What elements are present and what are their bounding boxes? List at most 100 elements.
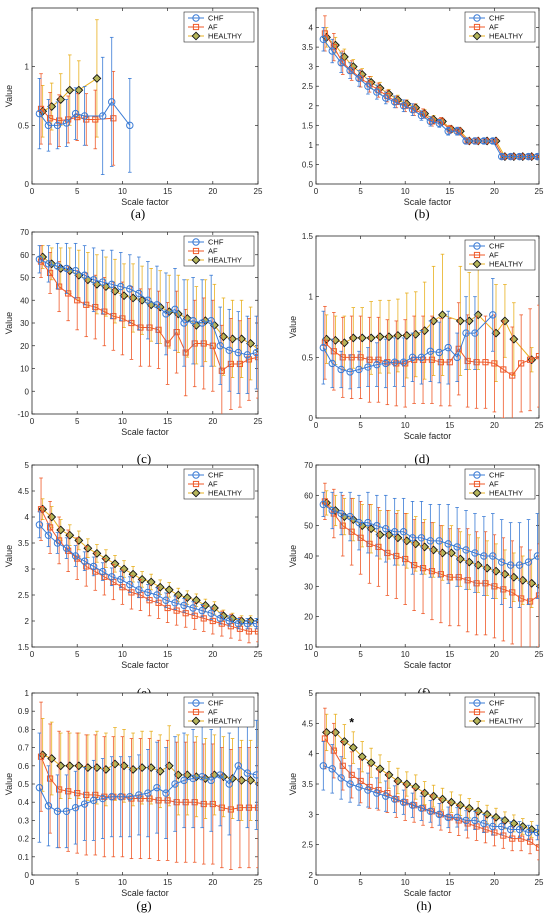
data-point: [200, 340, 207, 347]
data-point: [319, 35, 328, 43]
legend-marker-af: [473, 251, 481, 259]
series-line: [323, 504, 538, 566]
data-point: [98, 278, 107, 286]
data-point: [382, 525, 390, 533]
data-point: [382, 94, 390, 102]
data-point: [117, 793, 125, 801]
legend-marker-af: [473, 23, 481, 31]
y-tick-label: 2: [309, 871, 314, 880]
x-tick-label: 10: [118, 417, 127, 426]
data-point: [44, 121, 53, 130]
data-point: [518, 835, 525, 842]
y-tick-label: 2: [25, 617, 30, 626]
data-point: [180, 601, 188, 610]
data-point: [533, 828, 539, 837]
data-point: [489, 311, 497, 319]
series-chf: [35, 36, 134, 176]
data-point: [189, 774, 197, 783]
data-point: [117, 282, 125, 291]
data-point: [245, 356, 253, 363]
legend-marker-chf: [192, 14, 200, 22]
y-tick-label: 0: [25, 180, 30, 189]
data-point: [491, 583, 498, 590]
data-point: [322, 334, 331, 344]
data-point: [524, 828, 533, 837]
data-point: [182, 349, 189, 356]
x-axis-label: Scale factor: [121, 888, 169, 898]
y-tick-label: 5: [309, 689, 314, 698]
x-tick-label: 25: [535, 650, 544, 659]
x-tick-label: 15: [445, 878, 454, 887]
legend-entry: HEALTHY: [489, 489, 523, 498]
panel-label: (c): [137, 451, 151, 466]
legend-marker-chf: [473, 242, 481, 250]
data-point: [419, 356, 427, 363]
x-tick-label: 15: [163, 187, 172, 196]
legend-entry: AF: [489, 708, 499, 717]
data-point: [330, 44, 337, 51]
data-point: [364, 82, 372, 90]
panel-label: (g): [136, 898, 151, 913]
data-point: [426, 807, 435, 815]
data-point: [346, 66, 354, 75]
data-point: [482, 359, 489, 366]
data-point: [498, 152, 506, 161]
legend-marker-chf: [473, 699, 481, 707]
data-point: [255, 781, 258, 787]
data-point: [83, 791, 90, 799]
data-point: [426, 347, 435, 355]
legend-marker-healthy: [472, 31, 482, 41]
data-point: [435, 810, 443, 819]
data-point: [330, 348, 337, 355]
data-point: [101, 793, 108, 800]
data-point: [53, 807, 62, 815]
data-point: [417, 534, 426, 542]
data-point: [182, 593, 192, 603]
data-point: [182, 799, 189, 806]
y-tick-label: 3: [25, 565, 30, 574]
data-point: [162, 596, 170, 604]
data-point: [518, 360, 525, 367]
x-axis-label: Scale factor: [121, 660, 169, 670]
data-point: [444, 813, 452, 822]
x-tick-label: 5: [358, 650, 363, 659]
legend-marker-af: [192, 23, 200, 31]
data-point: [65, 788, 72, 795]
data-point: [44, 260, 53, 268]
x-tick-label: 25: [535, 187, 544, 196]
data-point: [246, 775, 256, 785]
data-point: [417, 353, 426, 362]
x-tick-label: 10: [401, 421, 410, 430]
x-tick-label: 15: [163, 650, 172, 659]
data-point: [535, 592, 539, 599]
data-point: [135, 791, 143, 799]
y-tick-label: 1: [25, 63, 30, 72]
data-point: [92, 73, 102, 83]
data-point: [234, 348, 242, 357]
data-point: [393, 552, 400, 560]
data-point: [366, 333, 376, 343]
data-point: [482, 826, 489, 833]
data-point: [225, 617, 233, 625]
y-tick-label: 4.5: [302, 719, 314, 728]
panel-label: (a): [131, 206, 145, 221]
x-tick-label: 15: [445, 187, 454, 196]
data-point: [108, 98, 116, 106]
series-line: [39, 524, 257, 625]
panel-e: 0 5 10 15 20 25 1.5 2 2.5 3 3.5 4 4.5 5 Scale factor Va…: [4, 461, 263, 700]
y-tick-label: 3: [309, 810, 314, 819]
data-point: [357, 752, 367, 762]
data-point: [46, 775, 54, 782]
panel-a: 0 5 10 15 20 25 0 0.5 1 Scale factor Value CHFAFHEA…: [4, 7, 263, 221]
data-point: [155, 599, 162, 606]
data-point: [446, 359, 453, 366]
data-point: [126, 793, 134, 801]
data-point: [399, 798, 408, 806]
data-point: [246, 339, 256, 348]
data-point: [198, 773, 206, 781]
legend-marker-af: [192, 708, 200, 716]
data-point: [355, 783, 363, 791]
data-point: [137, 763, 147, 773]
